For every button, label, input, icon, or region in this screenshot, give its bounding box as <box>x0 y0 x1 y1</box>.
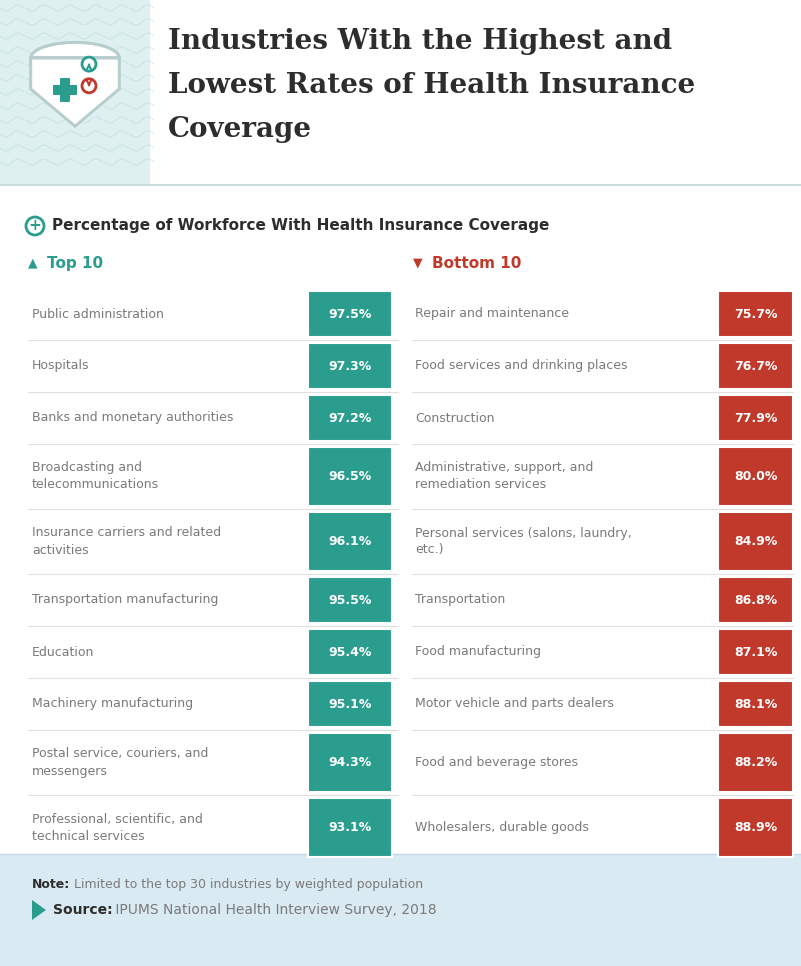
Text: Wholesalers, durable goods: Wholesalers, durable goods <box>415 821 589 834</box>
Text: Repair and maintenance: Repair and maintenance <box>415 307 569 321</box>
Text: Bottom 10: Bottom 10 <box>432 256 521 271</box>
Circle shape <box>82 79 96 93</box>
Text: Note:: Note: <box>32 878 70 891</box>
Polygon shape <box>32 900 46 920</box>
Text: 95.4%: 95.4% <box>328 645 372 659</box>
Text: Public administration: Public administration <box>32 307 164 321</box>
Text: 95.5%: 95.5% <box>328 593 372 607</box>
Text: ▼: ▼ <box>413 256 423 269</box>
FancyBboxPatch shape <box>308 447 392 506</box>
Text: 96.1%: 96.1% <box>328 535 372 548</box>
FancyBboxPatch shape <box>60 78 70 102</box>
Text: Insurance carriers and related
activities: Insurance carriers and related activitie… <box>32 526 221 556</box>
FancyBboxPatch shape <box>718 447 793 506</box>
Text: 80.0%: 80.0% <box>734 470 777 483</box>
FancyBboxPatch shape <box>308 733 392 792</box>
Circle shape <box>82 57 96 71</box>
Text: +: + <box>29 218 42 234</box>
Text: ▲: ▲ <box>28 256 38 269</box>
Text: 75.7%: 75.7% <box>734 307 777 321</box>
Circle shape <box>26 217 44 235</box>
Text: 88.2%: 88.2% <box>734 756 777 769</box>
Text: 86.8%: 86.8% <box>734 593 777 607</box>
FancyBboxPatch shape <box>718 577 793 623</box>
Text: 88.9%: 88.9% <box>734 821 777 834</box>
Text: Banks and monetary authorities: Banks and monetary authorities <box>32 412 233 424</box>
Text: Transportation: Transportation <box>415 593 505 607</box>
Text: 76.7%: 76.7% <box>734 359 777 373</box>
Text: 94.3%: 94.3% <box>328 756 372 769</box>
FancyBboxPatch shape <box>308 577 392 623</box>
Text: Lowest Rates of Health Insurance: Lowest Rates of Health Insurance <box>168 72 695 99</box>
Text: 93.1%: 93.1% <box>328 821 372 834</box>
FancyBboxPatch shape <box>53 85 77 95</box>
Text: Machinery manufacturing: Machinery manufacturing <box>32 697 193 711</box>
Text: IPUMS National Health Interview Survey, 2018: IPUMS National Health Interview Survey, … <box>111 903 437 917</box>
FancyBboxPatch shape <box>718 629 793 675</box>
FancyBboxPatch shape <box>308 395 392 441</box>
Text: Percentage of Workforce With Health Insurance Coverage: Percentage of Workforce With Health Insu… <box>52 218 549 233</box>
FancyBboxPatch shape <box>308 343 392 389</box>
FancyBboxPatch shape <box>308 291 392 337</box>
Text: Postal service, couriers, and
messengers: Postal service, couriers, and messengers <box>32 748 208 778</box>
FancyBboxPatch shape <box>718 512 793 571</box>
Text: Construction: Construction <box>415 412 494 424</box>
FancyBboxPatch shape <box>308 512 392 571</box>
Text: 87.1%: 87.1% <box>734 645 777 659</box>
Polygon shape <box>30 43 119 127</box>
Text: Hospitals: Hospitals <box>32 359 90 373</box>
Text: Food services and drinking places: Food services and drinking places <box>415 359 627 373</box>
FancyBboxPatch shape <box>718 681 793 727</box>
FancyBboxPatch shape <box>308 681 392 727</box>
Text: 97.3%: 97.3% <box>328 359 372 373</box>
Text: Administrative, support, and
remediation services: Administrative, support, and remediation… <box>415 462 594 492</box>
Text: Industries With the Highest and: Industries With the Highest and <box>168 28 672 55</box>
FancyBboxPatch shape <box>718 291 793 337</box>
FancyBboxPatch shape <box>0 0 150 185</box>
Text: Source:: Source: <box>53 903 113 917</box>
Text: Top 10: Top 10 <box>47 256 103 271</box>
FancyBboxPatch shape <box>308 798 392 857</box>
Text: Professional, scientific, and
technical services: Professional, scientific, and technical … <box>32 812 203 842</box>
Text: Limited to the top 30 industries by weighted population: Limited to the top 30 industries by weig… <box>70 878 423 891</box>
Polygon shape <box>30 58 119 127</box>
Text: Motor vehicle and parts dealers: Motor vehicle and parts dealers <box>415 697 614 711</box>
FancyBboxPatch shape <box>718 733 793 792</box>
Text: 97.5%: 97.5% <box>328 307 372 321</box>
Text: 88.1%: 88.1% <box>734 697 777 711</box>
FancyBboxPatch shape <box>0 854 801 966</box>
FancyBboxPatch shape <box>718 395 793 441</box>
Text: Personal services (salons, laundry,
etc.): Personal services (salons, laundry, etc.… <box>415 526 632 556</box>
Text: Food and beverage stores: Food and beverage stores <box>415 756 578 769</box>
Text: 96.5%: 96.5% <box>328 470 372 483</box>
FancyBboxPatch shape <box>308 629 392 675</box>
Text: Food manufacturing: Food manufacturing <box>415 645 541 659</box>
Text: Coverage: Coverage <box>168 116 312 143</box>
Text: Broadcasting and
telecommunications: Broadcasting and telecommunications <box>32 462 159 492</box>
FancyBboxPatch shape <box>718 343 793 389</box>
Text: 84.9%: 84.9% <box>734 535 777 548</box>
Text: Transportation manufacturing: Transportation manufacturing <box>32 593 219 607</box>
Text: 77.9%: 77.9% <box>734 412 777 424</box>
Text: Education: Education <box>32 645 95 659</box>
Text: 97.2%: 97.2% <box>328 412 372 424</box>
Text: 95.1%: 95.1% <box>328 697 372 711</box>
FancyBboxPatch shape <box>718 798 793 857</box>
